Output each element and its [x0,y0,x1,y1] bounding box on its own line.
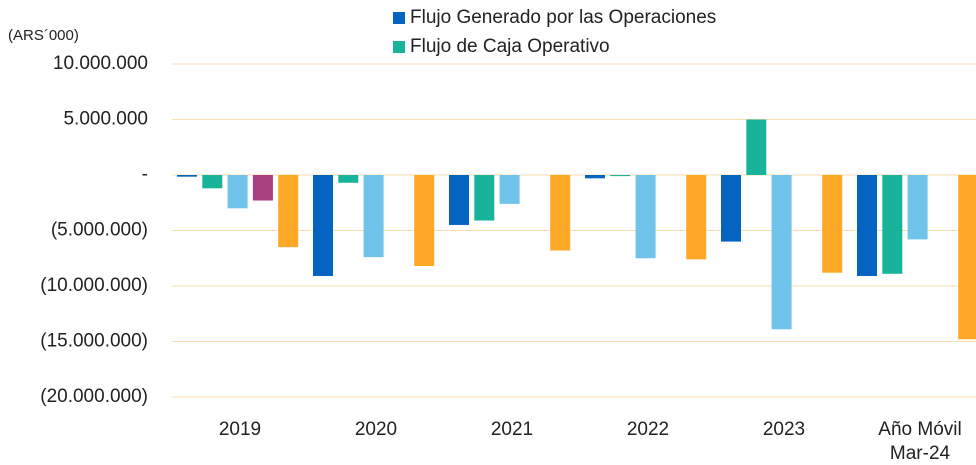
x-tick-label: 2019 [218,419,262,440]
bar [177,175,197,177]
bar [585,175,605,179]
bar [857,175,877,277]
legend-label: Flujo de Caja Operativo [410,36,610,57]
bar [414,175,435,267]
bar [721,175,741,242]
bar [313,175,333,277]
bar [550,175,571,251]
bar [338,175,359,183]
bar [252,175,273,201]
y-axis-label: (ARS´000) [8,27,79,44]
y-tick-label: (5.000.000) [51,220,148,241]
y-tick-label: 5.000.000 [63,109,148,130]
bar [278,175,299,248]
x-tick-label: 2021 [490,419,534,440]
x-tick-label: 2023 [762,419,806,440]
bar [958,175,976,340]
x-tick-label: 2022 [626,419,670,440]
bar [202,175,223,189]
bar [822,175,843,273]
bar [907,175,928,240]
bar [363,175,384,258]
y-tick-label: (10.000.000) [40,275,148,296]
bar [882,175,903,274]
y-tick-label: - [142,164,148,185]
legend-swatch [393,41,405,53]
y-tick-label: (20.000.000) [40,386,148,407]
bar [686,175,707,260]
bar [610,175,631,177]
y-tick-label: (15.000.000) [40,331,148,352]
bar [499,175,520,204]
y-tick-label: 10.000.000 [53,53,148,74]
legend-label: Flujo Generado por las Operaciones [410,7,716,28]
bar [746,119,767,175]
x-tick-label: 2020 [354,419,398,440]
bar [771,175,792,330]
x-tick-label: Año Móvil Mar-24 [878,419,962,464]
bar [227,175,248,209]
legend-swatch [393,12,405,24]
bar [635,175,656,259]
bar [449,175,469,225]
bar [474,175,495,221]
